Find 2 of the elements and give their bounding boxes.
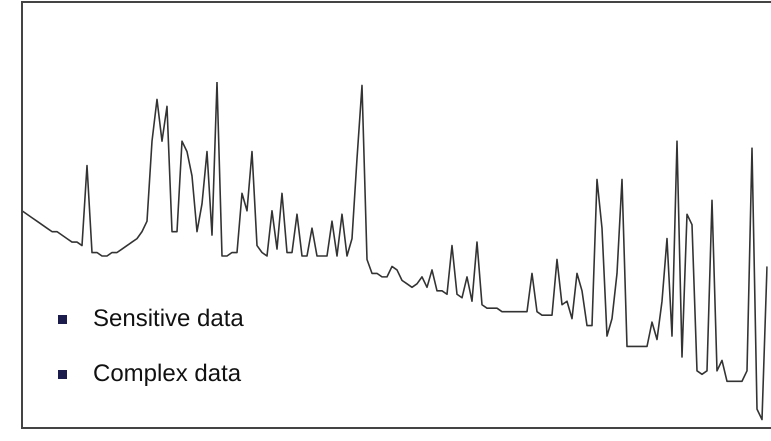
annotation: Complex data xyxy=(93,360,242,388)
annotation: Sensitive data xyxy=(93,305,244,333)
